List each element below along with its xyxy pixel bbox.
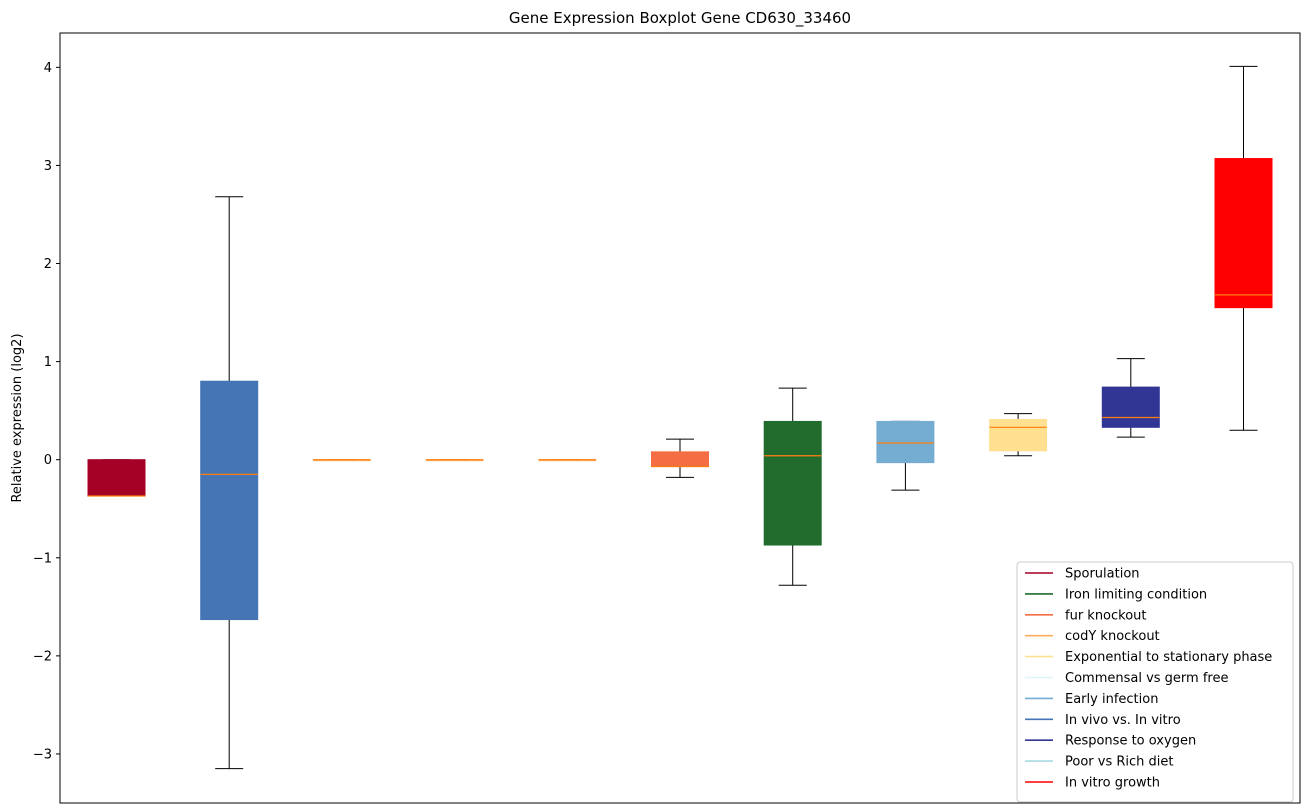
legend-label: Response to oxygen xyxy=(1065,734,1196,749)
box-9 xyxy=(989,413,1048,457)
legend-label: In vivo vs. In vitro xyxy=(1065,713,1181,728)
plot-area xyxy=(87,65,1273,770)
y-axis: −3 −2 −1 0 1 2 3 4 xyxy=(33,61,60,762)
y-tick-label: 4 xyxy=(44,61,52,76)
box-2 xyxy=(200,196,259,770)
legend-item: Early infection xyxy=(1025,692,1158,707)
legend-label: Sporulation xyxy=(1065,567,1140,582)
box-body xyxy=(876,420,935,464)
legend-label: codY knockout xyxy=(1065,629,1160,644)
box-body xyxy=(989,418,1048,452)
y-tick-label: 3 xyxy=(44,159,52,174)
legend-item: codY knockout xyxy=(1025,629,1160,644)
y-tick-label: −3 xyxy=(33,747,52,762)
y-tick-label: −1 xyxy=(33,551,52,566)
chart-title: Gene Expression Boxplot Gene CD630_33460 xyxy=(509,9,851,28)
legend-item: Exponential to stationary phase xyxy=(1025,650,1272,665)
legend-box xyxy=(1016,561,1294,803)
legend-label: Exponential to stationary phase xyxy=(1065,650,1272,665)
box-1 xyxy=(87,459,146,497)
legend-item: Poor vs Rich diet xyxy=(1025,755,1173,770)
box-body xyxy=(87,459,146,497)
legend-item: Response to oxygen xyxy=(1025,734,1196,749)
legend-item: fur knockout xyxy=(1025,608,1147,623)
y-tick-label: 2 xyxy=(44,257,52,272)
y-tick-label: 0 xyxy=(44,453,52,468)
y-tick-label: −2 xyxy=(33,649,52,664)
box-8 xyxy=(876,420,935,491)
legend-label: Early infection xyxy=(1065,692,1158,707)
box-10 xyxy=(1101,358,1160,438)
box-body xyxy=(763,420,822,546)
box-body xyxy=(1214,158,1273,309)
box-11 xyxy=(1214,65,1273,431)
box-body xyxy=(651,451,709,468)
legend: Sporulation Iron limiting condition fur kn… xyxy=(1016,561,1294,803)
legend-item: In vivo vs. In vitro xyxy=(1025,713,1181,728)
y-tick-label: 1 xyxy=(44,355,52,370)
legend-item: In vitro growth xyxy=(1025,776,1160,791)
box-body xyxy=(200,380,259,621)
legend-label: In vitro growth xyxy=(1065,776,1160,791)
box-body xyxy=(1101,386,1160,428)
axes-frame xyxy=(59,32,1301,804)
box-3 xyxy=(312,459,371,462)
legend-item: Commensal vs germ free xyxy=(1025,671,1228,686)
box-4 xyxy=(425,459,484,462)
box-5 xyxy=(538,459,597,462)
legend-label: fur knockout xyxy=(1065,608,1147,623)
legend-item: Sporulation xyxy=(1025,567,1140,582)
legend-label: Iron limiting condition xyxy=(1065,587,1207,602)
box-7 xyxy=(763,387,822,586)
y-axis-label: Relative expression (log2) xyxy=(10,333,25,502)
legend-label: Poor vs Rich diet xyxy=(1065,755,1173,770)
box-6 xyxy=(651,438,709,478)
legend-item: Iron limiting condition xyxy=(1025,587,1207,602)
legend-label: Commensal vs germ free xyxy=(1065,671,1228,686)
